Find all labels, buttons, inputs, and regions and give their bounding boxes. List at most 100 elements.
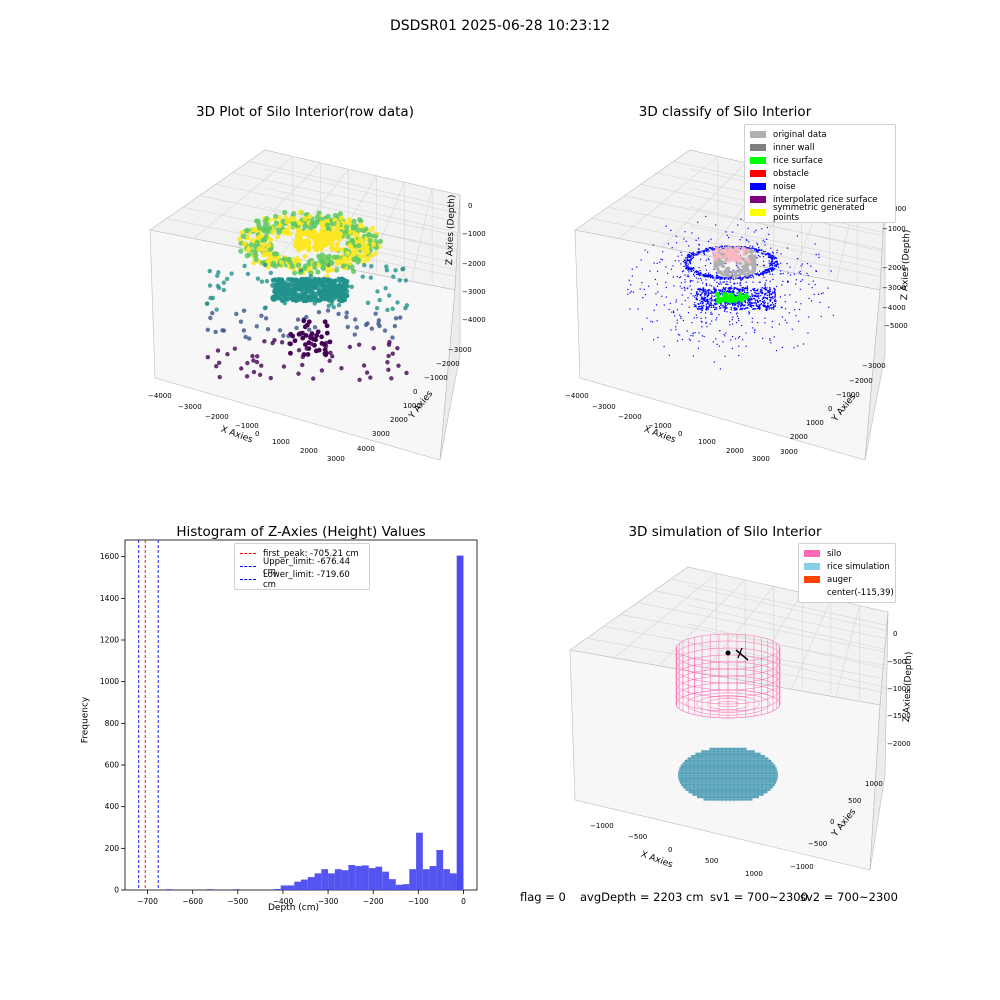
data-point [319,277,325,283]
noise-point [799,288,801,290]
data-point [362,263,367,268]
noise-point [720,290,722,292]
noise-point [773,290,776,292]
noise-point [697,237,700,239]
noise-point [808,283,810,285]
data-point [241,308,247,313]
data-point [259,279,265,284]
panel1-x-tick-label: −2000 [205,413,229,421]
noise-point [712,292,715,294]
noise-point [631,275,633,277]
noise-point [703,273,705,276]
noise-point [738,301,741,303]
noise-point [749,304,752,306]
noise-point [720,246,722,248]
panel3-ylabel: Frequency [80,696,91,744]
data-point [295,292,301,298]
noise-point [720,283,722,285]
data-point [385,360,390,365]
data-point [338,247,344,253]
noise-point [719,368,722,370]
noise-point [729,291,731,294]
data-point [294,325,299,331]
noise-point [667,243,670,245]
noise-point [738,345,740,347]
panel1-y-tick-label: −2000 [436,360,460,368]
panel2-z-tick-label: −4000 [882,304,906,312]
interpolated-point [747,259,752,264]
noise-point [736,277,738,279]
data-point [295,227,302,234]
noise-point [781,306,783,309]
noise-point [681,287,683,289]
data-point [330,284,336,289]
noise-point [773,305,775,308]
data-point [255,276,261,281]
data-point [265,259,271,265]
noise-point [691,252,693,254]
data-point [392,323,398,329]
noise-point [683,238,685,240]
noise-point [708,303,710,305]
data-point [350,268,357,274]
legend-line [240,553,256,554]
noise-point [714,302,716,305]
noise-point [689,251,691,254]
noise-point [764,288,766,290]
data-point [346,260,352,266]
noise-point [795,279,797,281]
noise-point [673,311,675,314]
noise-point [699,272,702,274]
noise-point [684,279,686,281]
noise-point [742,293,745,295]
data-point [341,285,347,291]
noise-point [689,262,692,265]
noise-point [703,250,706,252]
noise-point [776,257,778,259]
noise-point [702,282,704,284]
data-point [324,240,330,247]
noise-point [701,297,703,299]
noise-point [689,280,691,282]
noise-point [768,306,771,308]
noise-point [742,288,744,291]
noise-point [644,294,647,296]
noise-point [757,300,759,302]
noise-point [786,263,788,265]
noise-point [753,298,756,300]
noise-point [786,247,789,249]
noise-point [716,281,718,284]
noise-point [693,304,695,306]
noise-point [736,308,738,311]
interpolated-point [723,246,728,251]
noise-point [697,252,699,254]
noise-point [705,275,707,277]
noise-point [765,297,768,300]
noise-point [806,263,809,265]
noise-point [761,273,763,275]
noise-point [726,281,728,283]
data-point [383,286,388,291]
noise-point [709,301,712,304]
noise-point [761,252,763,254]
noise-point [697,307,699,310]
noise-point [752,245,754,247]
noise-point [733,307,735,310]
noise-point [705,248,707,250]
noise-point [707,298,709,301]
noise-point [725,262,727,265]
legend-entry-auger: auger [804,573,890,586]
noise-point [764,296,766,299]
noise-point [771,293,773,295]
noise-point [828,306,830,308]
panel2-y-tick-label: 0 [828,405,833,413]
data-point [289,263,296,269]
data-point [265,326,271,332]
noise-point [703,250,705,252]
noise-point [655,293,657,295]
data-point [345,324,350,330]
noise-point [701,292,703,294]
data-point [263,262,268,268]
noise-point [699,272,701,275]
noise-point [771,254,773,257]
